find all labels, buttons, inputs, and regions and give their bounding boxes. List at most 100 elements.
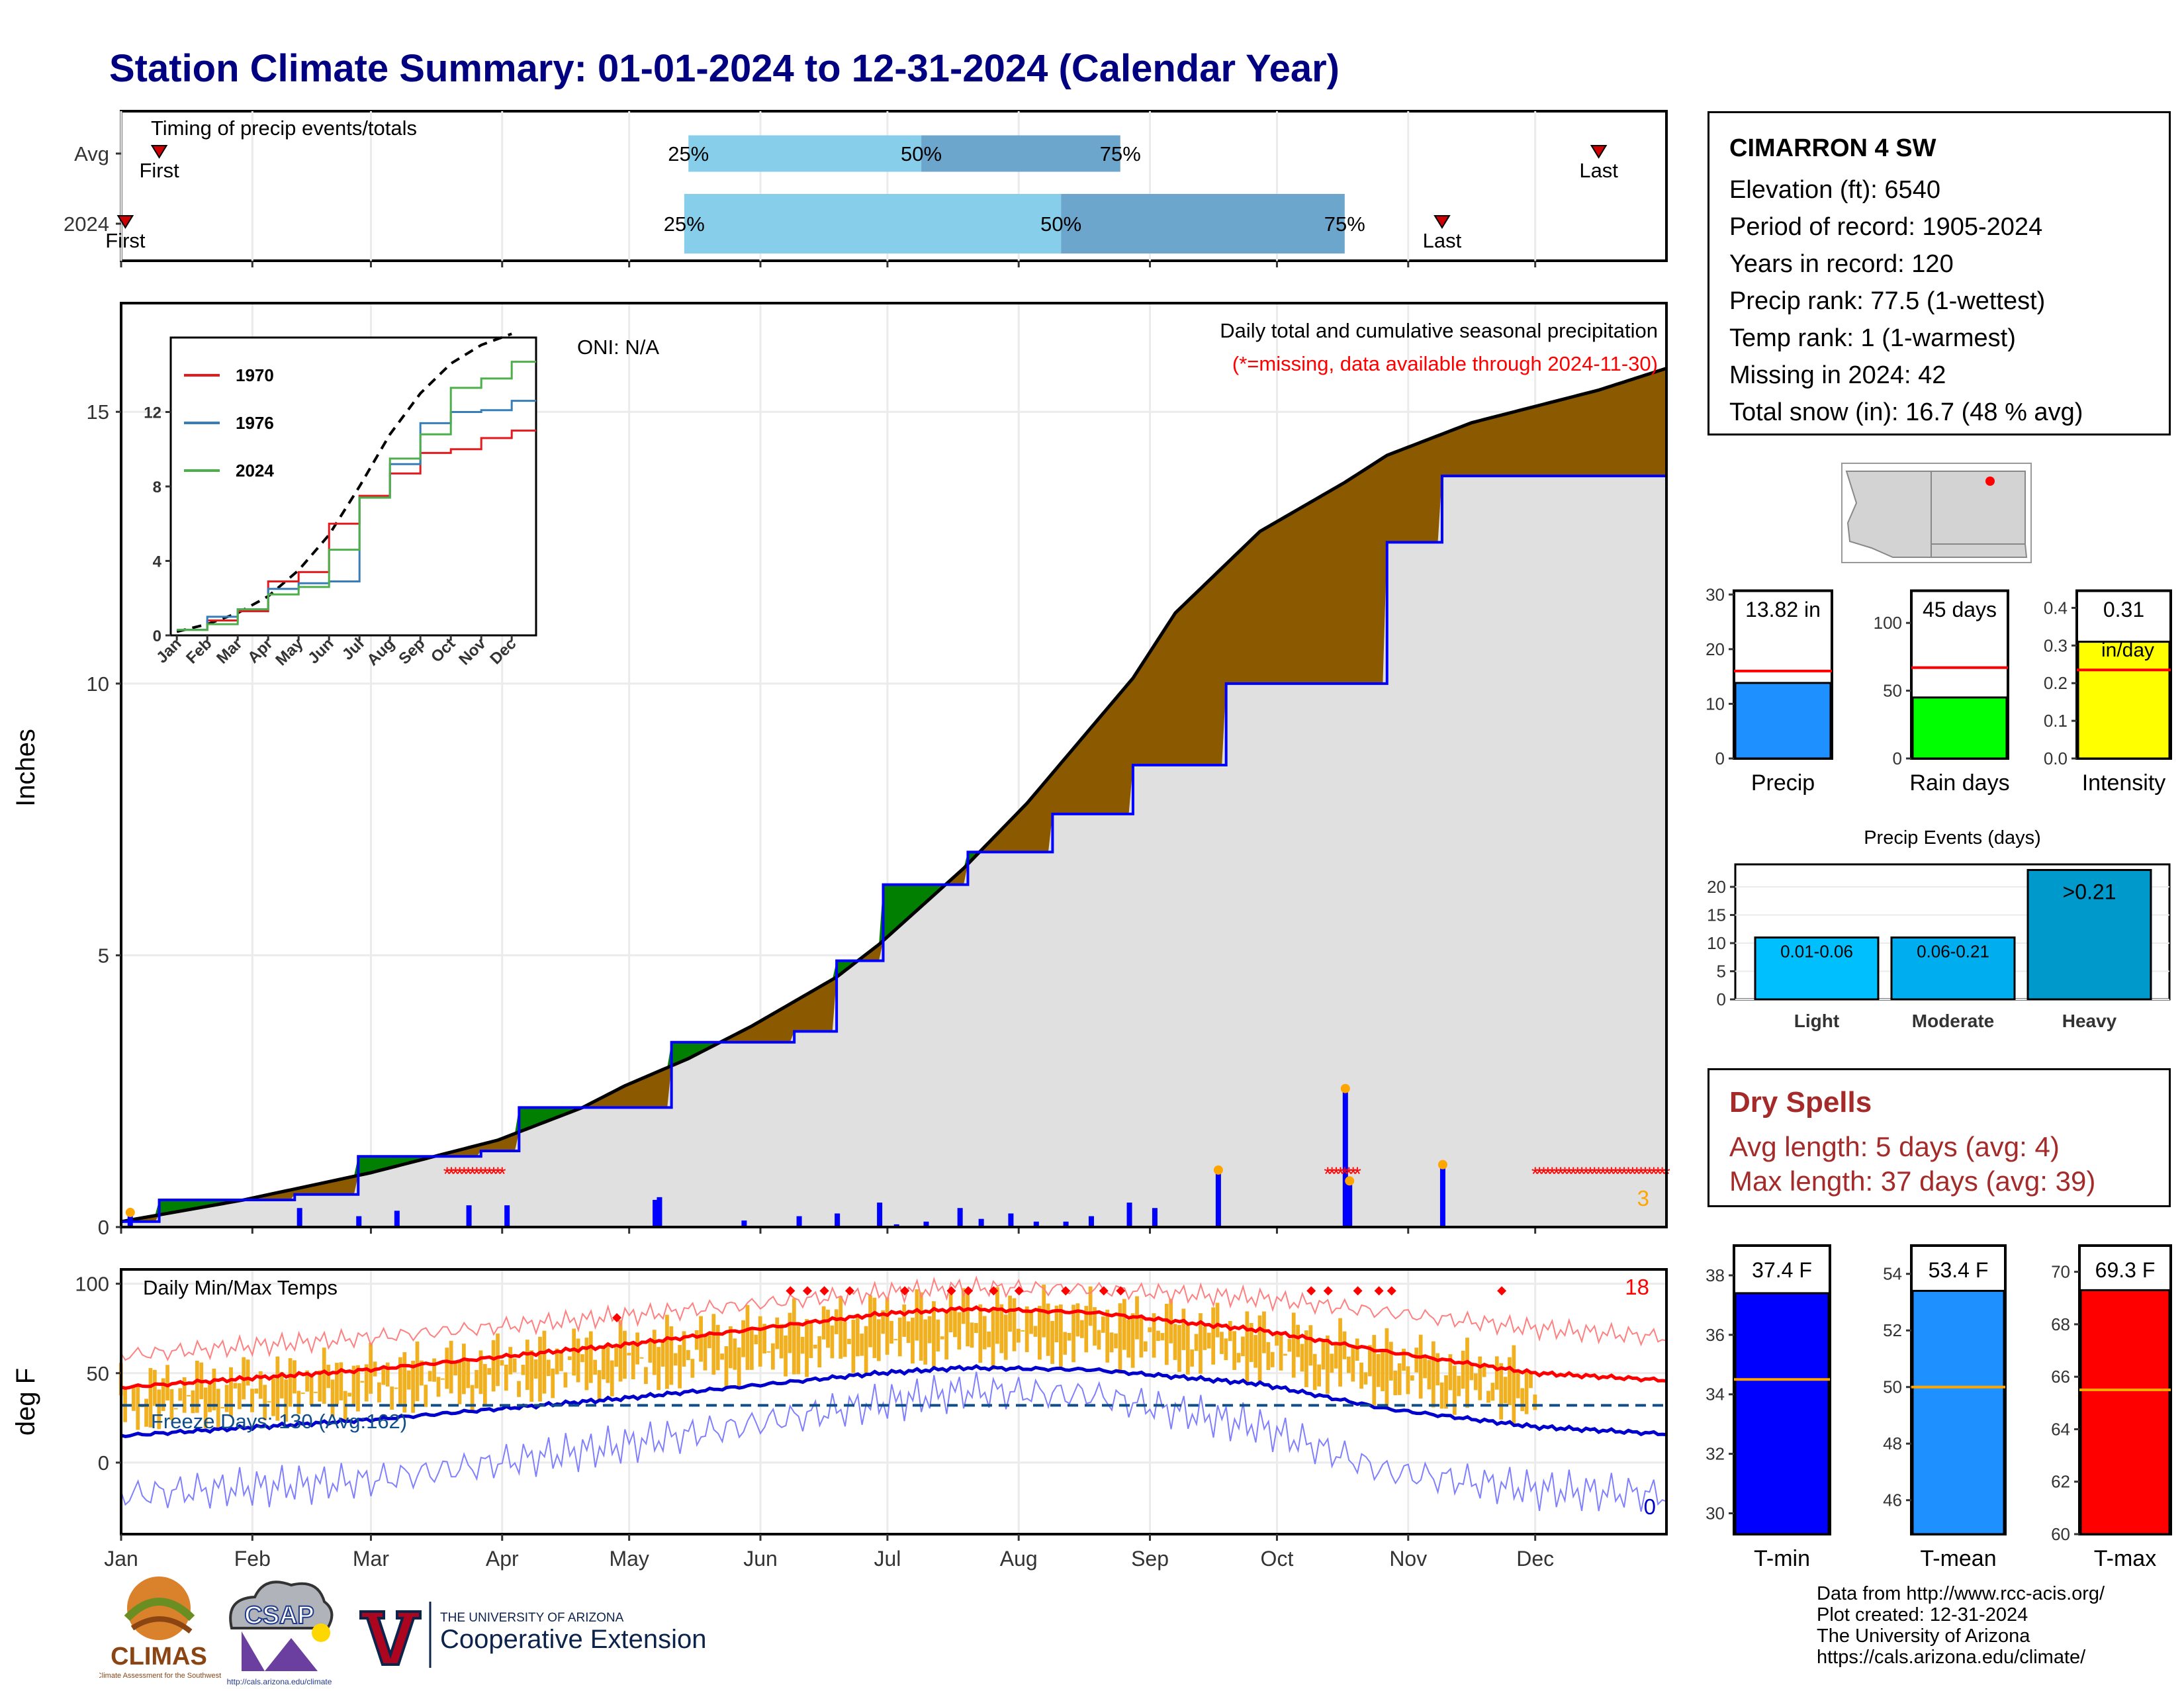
precip-y-tick-label: 15 [87, 400, 109, 424]
temp-daily-bar [610, 1360, 614, 1396]
temp-daily-bar [897, 1317, 902, 1357]
inset-legend-label-1976: 1976 [236, 413, 274, 433]
precip-record-marker [1437, 1160, 1447, 1169]
tsum-2-value-label: 69.3 F [2095, 1258, 2156, 1282]
temp-daily-bar [830, 1325, 835, 1359]
temp-daily-bar [500, 1360, 504, 1366]
temp-daily-bar [1097, 1330, 1101, 1350]
temp-daily-bar [512, 1358, 517, 1373]
temp-daily-bar [1388, 1342, 1393, 1381]
precip-missing-marker: * [465, 1164, 473, 1185]
temp-daily-bar [1003, 1314, 1008, 1360]
temp-daily-bar [1109, 1332, 1114, 1353]
freeze-days-label: Freeze Days: 130 (Avg:162) [151, 1410, 407, 1433]
precip-daily-bar [466, 1205, 472, 1227]
precip-missing-marker: * [1637, 1164, 1645, 1185]
temp-daily-bar [606, 1343, 610, 1383]
temp-daily-bar [639, 1357, 644, 1359]
mini-0-bar [1734, 682, 1832, 760]
temp-daily-bar [267, 1401, 271, 1403]
temp-daily-bar [855, 1314, 860, 1357]
temp-daily-bar [729, 1326, 733, 1369]
temp-daily-bar [1423, 1356, 1427, 1379]
precip-missing-marker: * [486, 1164, 494, 1185]
dry-spells-title: Dry Spells [1729, 1086, 1872, 1119]
temp-daily-bar [314, 1391, 318, 1393]
temp-daily-bar [572, 1328, 576, 1376]
temp-daily-bar [525, 1340, 529, 1391]
temp-daily-bar [144, 1398, 148, 1427]
temp-daily-bar [1199, 1313, 1203, 1374]
month-tick-label: Nov [1389, 1547, 1427, 1571]
temp-daily-bar [1046, 1303, 1050, 1356]
events-range-label: >0.21 [2063, 880, 2116, 904]
temp-daily-bar [1482, 1363, 1486, 1377]
precip-missing-marker: * [1659, 1164, 1666, 1185]
tsum-1-tick-label: 50 [1883, 1377, 1902, 1397]
climas-subtitle: Climate Assessment for the Southwest [99, 1672, 221, 1680]
tsum-0-axis-label: T-min [1754, 1546, 1810, 1571]
temp-daily-bar [504, 1364, 508, 1391]
timing-last-marker [1590, 145, 1608, 159]
credit-plot-created: Plot created: 12-31-2024 [1817, 1604, 2028, 1625]
station-period: Period of record: 1905-2024 [1729, 213, 2043, 241]
temp-daily-bar [614, 1347, 619, 1367]
mini-0-tick-label: 10 [1706, 694, 1725, 713]
station-marker [1985, 477, 1995, 486]
temp-daily-bar [529, 1350, 534, 1402]
temp-daily-bar [406, 1370, 411, 1390]
timing-q2-bar [684, 194, 1062, 253]
temp-daily-bar [762, 1324, 766, 1354]
logo-strip: CLIMAS Climate Assessment for the Southw… [99, 1577, 706, 1686]
temp-daily-bar [1071, 1304, 1075, 1363]
inset-y-tick-label: 8 [153, 479, 161, 496]
precip-missing-marker: * [1565, 1164, 1573, 1185]
temp-daily-bar [1232, 1331, 1237, 1370]
temp-daily-bar [1079, 1320, 1084, 1338]
temp-daily-bar [927, 1316, 932, 1344]
temp-daily-bar [1385, 1328, 1389, 1409]
temp-daily-bar [1376, 1353, 1381, 1387]
temp-daily-bar [576, 1338, 580, 1383]
precip-daily-bar [1215, 1172, 1221, 1227]
timing-last-label: Last [1579, 159, 1618, 182]
temp-daily-bar [1457, 1375, 1461, 1396]
station-elevation: Elevation (ft): 6540 [1729, 176, 1940, 204]
temp-daily-bar [246, 1359, 250, 1386]
temp-daily-bar [1008, 1295, 1012, 1332]
precip-daily-bar [1033, 1221, 1039, 1227]
mini-1-tick-label: 50 [1883, 681, 1902, 701]
timing-p75-label: 75% [1100, 142, 1141, 165]
temp-daily-bar [991, 1308, 995, 1370]
temp-daily-bar [686, 1349, 690, 1361]
temp-daily-bar [635, 1332, 640, 1365]
precip-daily-bar [835, 1213, 841, 1227]
temp-daily-bar [482, 1363, 487, 1404]
inset-y-tick-label: 4 [153, 553, 162, 571]
tsum-2-axis-label: T-max [2094, 1546, 2156, 1571]
temp-daily-bar [415, 1341, 420, 1402]
tsum-0-tick-label: 32 [1706, 1444, 1725, 1464]
timing-p50-label: 50% [1040, 212, 1081, 236]
timing-row-label: 2024 [64, 212, 109, 236]
temp-daily-bar [631, 1341, 635, 1379]
temp-daily-bar [203, 1387, 208, 1428]
mini-2-tick-label: 0.2 [2044, 673, 2068, 693]
temp-daily-bar [567, 1356, 572, 1360]
temp-daily-bar [885, 1297, 889, 1355]
month-tick-label: Apr [486, 1547, 519, 1571]
tsum-1-tick-label: 52 [1883, 1320, 1902, 1340]
mini-0-tick-label: 20 [1706, 639, 1725, 659]
precip-missing-marker: * [1646, 1164, 1654, 1185]
timing-last-marker [1433, 215, 1451, 229]
precip-daily-bar [127, 1214, 133, 1227]
mini-0-value-label: 13.82 in [1745, 598, 1821, 621]
temp-daily-bar [1021, 1330, 1025, 1332]
temp-daily-bar [229, 1367, 233, 1416]
precip-missing-marker: * [1595, 1164, 1603, 1185]
temp-daily-bar [872, 1297, 877, 1358]
month-tick-label: Sep [1131, 1547, 1169, 1571]
temp-daily-bar [1029, 1310, 1033, 1334]
precip-baseline-area [121, 476, 1666, 1228]
precip-missing-marker: * [1337, 1164, 1345, 1185]
